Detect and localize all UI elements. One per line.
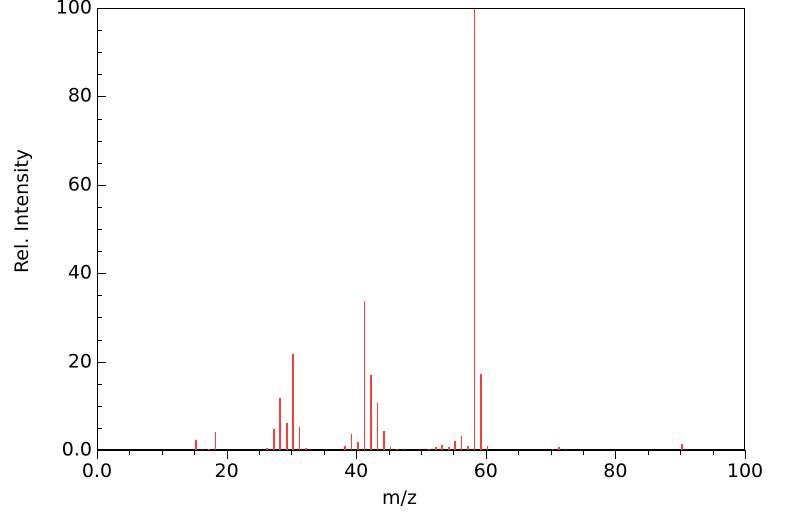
x-tick-major [615,450,617,459]
x-tick-major [485,450,487,459]
spectrum-peak [383,431,385,451]
x-tick-minor [647,450,649,455]
spectrum-peak [428,448,431,451]
y-tick-label: 80 [67,84,92,107]
y-axis: 0.0 20 40 60 80 100 [0,0,92,516]
x-tick-major [745,450,746,459]
spectrum-peak [551,448,554,451]
y-axis-title: Rel. Intensity [11,148,33,274]
y-tick-minor [97,295,102,297]
x-tick-label: 40 [344,460,369,482]
y-tick-minor [97,383,102,385]
baseline [98,450,746,451]
spectrum-peak [266,448,269,451]
y-tick-major [97,450,106,451]
x-tick-major [97,450,98,459]
spectrum-peak [396,448,398,451]
y-tick-minor [97,162,102,164]
spectrum-peak [285,423,288,451]
y-tick-label: 20 [67,350,92,373]
x-tick-label: 100 [726,460,764,482]
y-tick-minor [97,427,102,429]
plot-area [97,8,746,451]
x-tick-minor [550,450,552,455]
spectrum-peak [279,398,282,451]
y-tick-label: 100 [55,0,92,19]
spectrum-peak [344,446,346,451]
x-tick-minor [291,450,293,455]
x-tick-major [356,450,358,459]
spectrum-peak [214,432,217,451]
x-tick-label: 60 [473,460,498,482]
spectrum-peak [473,9,476,451]
spectrum-peak [480,374,482,451]
spectrum-peak [558,447,560,451]
x-tick-label: 80 [603,460,628,482]
spectrum-peak [370,375,372,451]
spectrum-peak [298,426,301,451]
x-tick-minor [421,450,422,455]
spectrum-peak [434,447,437,451]
x-tick-minor [518,450,520,455]
y-tick-major [97,184,106,186]
y-tick-minor [97,140,102,142]
y-tick-minor [97,339,102,341]
x-tick-minor [388,450,390,455]
y-tick-major [97,96,106,98]
x-tick-minor [583,450,584,455]
spectrum-peak [441,445,444,451]
x-tick-minor [129,450,131,455]
spectrum-peak [454,441,456,451]
y-tick-major [97,273,106,275]
spectrum-peak [467,445,469,451]
y-tick-minor [97,52,102,54]
x-tick-minor [453,450,455,455]
spectrum-peak [350,433,353,451]
x-tick-minor [194,450,196,455]
y-tick-label: 40 [67,261,92,284]
y-tick-label: 60 [67,173,92,196]
y-tick-minor [97,206,102,208]
y-tick-major [97,361,106,363]
spectrum-peak [292,354,294,451]
spectrum-peak [447,446,450,451]
x-tick-label: 0.0 [81,460,113,482]
x-tick-label: 20 [214,460,239,482]
spectrum-peak [195,439,197,451]
spectrum-peak [363,301,366,451]
y-tick-minor [97,317,102,319]
x-tick-minor [323,450,325,455]
spectrum-peak [357,442,359,451]
spectrum-peak [389,447,392,451]
y-tick-minor [97,405,102,407]
y-tick-minor [97,229,102,230]
y-tick-minor [97,118,102,120]
spectrum-peaks [98,9,746,451]
spectrum-peak [376,402,379,451]
y-tick-minor [97,74,102,76]
x-tick-minor [680,450,682,455]
y-tick-major [97,8,106,9]
x-tick-minor [259,450,260,455]
x-tick-minor [712,450,714,455]
spectrum-peak [305,448,307,451]
x-tick-major [226,450,228,459]
spectrum-peak [460,435,463,451]
y-tick-minor [97,30,102,32]
x-tick-minor [161,450,163,455]
y-tick-label: 0.0 [61,438,92,461]
spectrum-peak [272,428,275,451]
spectrum-peak [681,443,683,451]
spectrum-peak [486,445,489,451]
x-axis-title: m/z [382,487,417,509]
y-tick-minor [97,251,102,253]
